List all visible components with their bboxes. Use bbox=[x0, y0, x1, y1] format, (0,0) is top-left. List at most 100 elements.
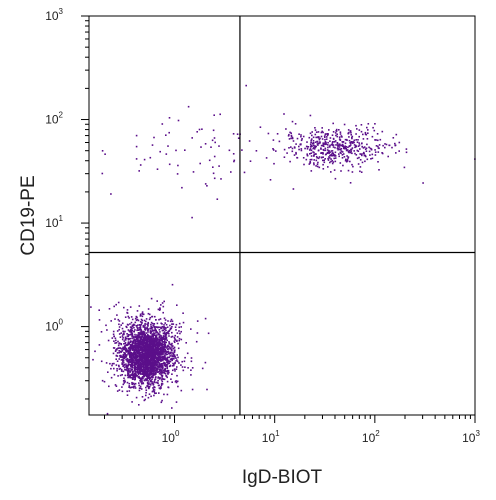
scatter-point bbox=[355, 154, 358, 156]
scatter-point bbox=[360, 124, 363, 126]
scatter-point bbox=[198, 128, 201, 131]
scatter-point bbox=[154, 356, 156, 359]
scatter-point bbox=[125, 365, 128, 368]
y-tick-exponent: 3 bbox=[59, 7, 64, 16]
scatter-point bbox=[405, 148, 408, 150]
scatter-point bbox=[115, 303, 117, 306]
scatter-point bbox=[161, 349, 164, 351]
scatter-point bbox=[149, 365, 152, 367]
scatter-point bbox=[320, 135, 323, 138]
scatter-point bbox=[148, 313, 151, 316]
scatter-point bbox=[134, 378, 136, 381]
scatter-point bbox=[166, 371, 168, 373]
scatter-point bbox=[345, 147, 347, 150]
scatter-point bbox=[167, 332, 169, 334]
scatter-point bbox=[117, 318, 120, 321]
scatter-point bbox=[133, 376, 136, 379]
scatter-point bbox=[148, 350, 150, 353]
scatter-point bbox=[131, 360, 133, 363]
scatter-point bbox=[140, 336, 143, 339]
scatter-point bbox=[173, 350, 176, 352]
scatter-point bbox=[159, 337, 161, 340]
scatter-point bbox=[165, 364, 167, 366]
scatter-point bbox=[179, 332, 181, 335]
scatter-point bbox=[147, 368, 149, 370]
scatter-point bbox=[156, 381, 159, 384]
scatter-point bbox=[131, 359, 133, 361]
scatter-point bbox=[187, 105, 190, 108]
scatter-point bbox=[118, 368, 121, 370]
scatter-point bbox=[124, 338, 127, 341]
scatter-point bbox=[162, 356, 165, 359]
scatter-point bbox=[158, 342, 160, 345]
scatter-point bbox=[137, 345, 139, 348]
scatter-point bbox=[142, 340, 145, 342]
y-tick-label: 102 bbox=[45, 111, 63, 127]
scatter-point bbox=[142, 355, 145, 358]
scatter-point bbox=[200, 146, 202, 148]
scatter-point bbox=[324, 141, 326, 144]
scatter-point bbox=[145, 379, 148, 381]
scatter-point bbox=[129, 331, 132, 333]
scatter-point bbox=[361, 154, 363, 157]
scatter-point bbox=[128, 370, 131, 372]
scatter-point bbox=[168, 360, 170, 362]
scatter-point bbox=[103, 380, 106, 383]
scatter-point bbox=[166, 332, 168, 334]
scatter-point bbox=[158, 329, 161, 331]
scatter-point bbox=[138, 353, 141, 356]
scatter-point bbox=[118, 342, 121, 345]
scatter-point bbox=[165, 345, 167, 348]
scatter-point bbox=[143, 352, 146, 354]
scatter-point bbox=[128, 349, 130, 351]
scatter-point bbox=[138, 358, 140, 360]
scatter-point bbox=[295, 151, 297, 154]
scatter-point bbox=[182, 312, 184, 314]
scatter-point bbox=[145, 343, 147, 345]
scatter-point bbox=[314, 129, 317, 131]
scatter-point bbox=[143, 373, 145, 375]
scatter-point bbox=[313, 153, 315, 156]
scatter-point bbox=[163, 362, 165, 364]
scatter-point bbox=[127, 342, 129, 345]
scatter-point bbox=[147, 351, 149, 353]
scatter-point bbox=[158, 345, 161, 347]
scatter-point bbox=[347, 156, 350, 158]
scatter-point bbox=[422, 182, 424, 184]
scatter-point bbox=[133, 364, 135, 366]
scatter-point bbox=[212, 129, 215, 132]
scatter-point bbox=[122, 336, 124, 339]
scatter-point bbox=[115, 358, 117, 360]
scatter-point bbox=[147, 312, 150, 315]
scatter-point bbox=[146, 348, 148, 350]
scatter-point bbox=[150, 341, 152, 344]
scatter-point bbox=[126, 335, 129, 337]
scatter-point bbox=[134, 354, 137, 357]
scatter-point bbox=[164, 358, 167, 360]
scatter-point bbox=[177, 164, 179, 167]
scatter-point bbox=[214, 141, 216, 144]
scatter-point bbox=[212, 166, 214, 168]
scatter-point bbox=[328, 152, 330, 155]
x-tick-label: 103 bbox=[462, 429, 480, 445]
scatter-point bbox=[133, 324, 136, 326]
scatter-point bbox=[164, 338, 167, 341]
scatter-point bbox=[165, 359, 167, 362]
scatter-point bbox=[147, 345, 150, 347]
scatter-point bbox=[121, 363, 123, 365]
scatter-point bbox=[349, 142, 351, 144]
scatter-point bbox=[150, 395, 152, 398]
scatter-point bbox=[171, 354, 173, 356]
scatter-point bbox=[145, 318, 148, 320]
scatter-point bbox=[267, 132, 270, 135]
scatter-point bbox=[154, 371, 157, 374]
scatter-point bbox=[142, 342, 144, 344]
scatter-point bbox=[131, 337, 133, 340]
scatter-point bbox=[154, 315, 156, 318]
scatter-point bbox=[159, 371, 162, 374]
scatter-point bbox=[105, 324, 107, 327]
scatter-point bbox=[334, 146, 336, 149]
scatter-point bbox=[174, 370, 176, 372]
scatter-point bbox=[162, 346, 165, 349]
scatter-point bbox=[122, 383, 125, 386]
